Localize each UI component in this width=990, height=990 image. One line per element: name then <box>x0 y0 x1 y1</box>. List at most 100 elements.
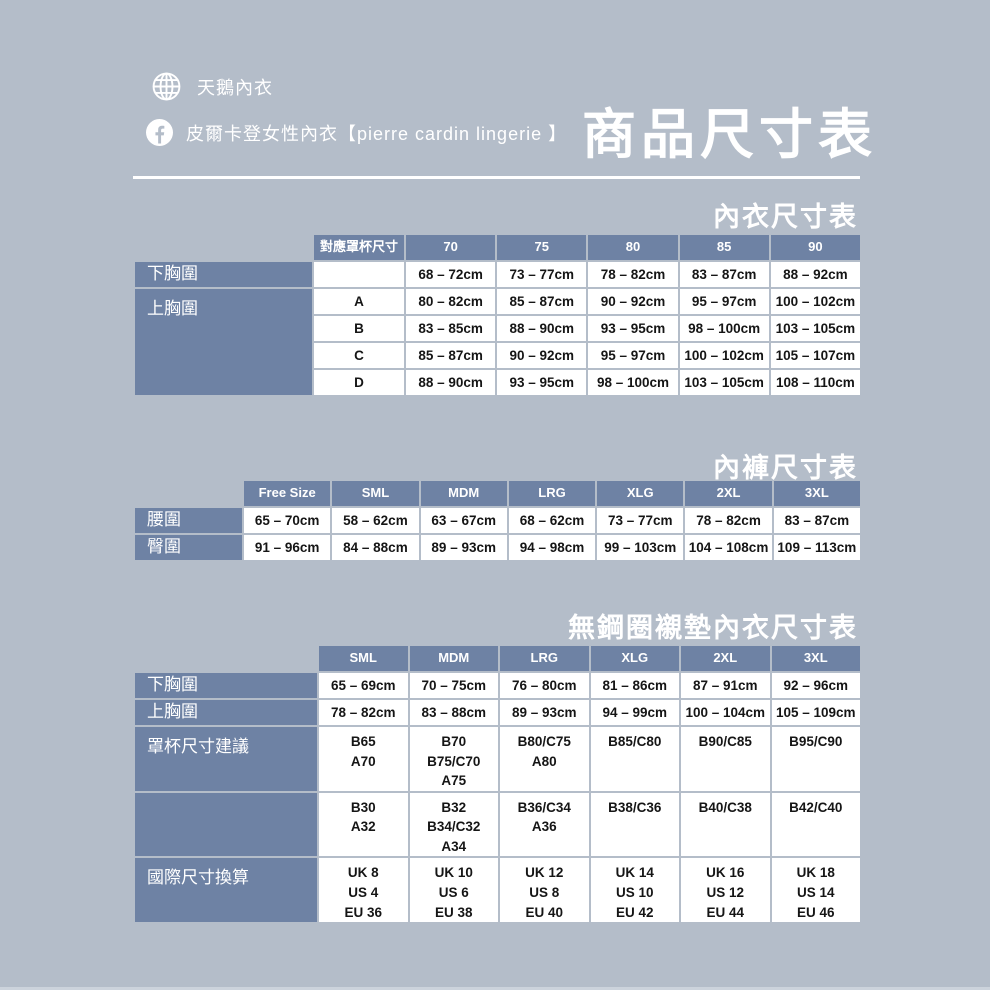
column-header: 對應罩杯尺寸 <box>314 235 404 260</box>
table-cell: 83 – 85cm <box>406 316 496 341</box>
table-cell: 98 – 100cm <box>679 316 769 341</box>
table-cell: 100 – 102cm <box>770 289 860 314</box>
table-cell: C <box>314 343 404 368</box>
table-cell: 68 – 72cm <box>406 262 496 287</box>
table-cell: 85 – 87cm <box>406 343 496 368</box>
row-label: 上胸圍 <box>135 289 312 395</box>
table-cell: 87 – 91cm <box>681 673 770 698</box>
column-header: 90 <box>770 235 860 260</box>
table-cell: B38/C36 <box>590 792 679 857</box>
column-header: 75 <box>497 235 587 260</box>
table-row: 臀圍 91 – 96cm 84 – 88cm 89 – 93cm 94 – 98cm 99… <box>135 535 860 560</box>
table-row: 上胸圍 78 – 82cm 83 – 88cm 89 – 93cm 94 – 99cm 1… <box>135 700 860 725</box>
bra-size-table: 對應罩杯尺寸 70 75 80 85 90 下胸圍 68 – 72cm 73 – 77cm 78 … <box>133 233 862 397</box>
table-cell: 103 – 105cm <box>770 316 860 341</box>
table-cell: 91 – 96cm <box>244 535 331 560</box>
table-row: 罩杯尺寸建議 B65 A70 B70 B75/C70 A75 B80/C75 A80 B… <box>135 727 860 791</box>
column-header: Free Size <box>244 481 331 506</box>
facebook-page-name: 皮爾卡登女性內衣【pierre cardin lingerie 】 <box>186 123 568 144</box>
table-cell: 58 – 62cm <box>332 508 419 533</box>
table-cell: 89 – 93cm <box>420 535 507 560</box>
brand-name: 天鵝內衣 <box>197 77 273 98</box>
section-title-wireless: 無鋼圈襯墊內衣尺寸表 <box>568 613 858 643</box>
table-cell: 65 – 69cm <box>319 673 408 698</box>
table-cell: UK 14 US 10 EU 42 <box>590 858 679 923</box>
column-header: 80 <box>588 235 678 260</box>
table-cell: B80/C75 A80 <box>500 727 589 791</box>
table-row: C 85 – 87cm 90 – 92cm 95 – 97cm 100 – 102cm 1… <box>135 343 860 368</box>
section-title-bra: 內衣尺寸表 <box>713 202 858 232</box>
column-header: LRG <box>500 646 589 671</box>
table-row: B30 A32 B32 B34/C32 A34 B36/C34 A36 B38/C36… <box>135 792 860 857</box>
table-cell: A <box>314 289 404 314</box>
column-header: SML <box>332 481 419 506</box>
table-cell: 84 – 88cm <box>332 535 419 560</box>
table-cell: 105 – 109cm <box>771 700 860 725</box>
table-cell: 83 – 87cm <box>679 262 769 287</box>
table-row: SML MDM LRG XLG 2XL 3XL <box>135 646 860 671</box>
row-label: 國際尺寸換算 <box>135 858 317 923</box>
table-cell: B32 B34/C32 A34 <box>409 792 498 857</box>
wireless-bra-size-table: SML MDM LRG XLG 2XL 3XL 下胸圍 65 – 69cm 70 – 75cm 7… <box>133 644 862 924</box>
table-cell: 89 – 93cm <box>500 700 589 725</box>
column-header: 3XL <box>771 646 860 671</box>
row-label: 上胸圍 <box>135 700 317 725</box>
column-header: 70 <box>406 235 496 260</box>
table-row: 上胸圍 A 80 – 82cm 85 – 87cm 90 – 92cm 95 – 97cm… <box>135 289 860 395</box>
column-header: 2XL <box>681 646 770 671</box>
table-cell: 103 – 105cm <box>679 370 769 395</box>
table-cell: 65 – 70cm <box>244 508 331 533</box>
row-label: 下胸圍 <box>135 673 317 698</box>
table-row: 腰圍 65 – 70cm 58 – 62cm 63 – 67cm 68 – 62cm 73… <box>135 508 860 533</box>
table-cell: B85/C80 <box>590 727 679 791</box>
table-cell: 83 – 88cm <box>409 700 498 725</box>
table-cell: 93 – 95cm <box>497 370 587 395</box>
column-header: XLG <box>597 481 684 506</box>
row-label: 下胸圍 <box>135 262 312 287</box>
table-cell: 100 – 104cm <box>681 700 770 725</box>
table-cell: 99 – 103cm <box>597 535 684 560</box>
table-cell: 78 – 82cm <box>319 700 408 725</box>
table-cell: 93 – 95cm <box>588 316 678 341</box>
table-row: 對應罩杯尺寸 70 75 80 85 90 <box>135 235 860 260</box>
table-cell: 90 – 92cm <box>497 343 587 368</box>
table-cell: 94 – 98cm <box>508 535 596 560</box>
table-cell: 94 – 99cm <box>590 700 679 725</box>
row-label <box>135 792 317 857</box>
table-cell: 100 – 102cm <box>679 343 769 368</box>
table-row: 下胸圍 68 – 72cm 73 – 77cm 78 – 82cm 83 – 87cm 8… <box>135 262 860 287</box>
facebook-icon[interactable] <box>146 119 173 146</box>
table-cell: B95/C90 <box>771 727 860 791</box>
header-divider <box>133 176 860 179</box>
table-cell: 70 – 75cm <box>409 673 498 698</box>
corner-cell <box>135 646 317 671</box>
column-header: 85 <box>679 235 769 260</box>
table-cell: 104 – 108cm <box>685 535 772 560</box>
column-header: LRG <box>508 481 596 506</box>
brand-row: 天鵝內衣 <box>151 71 273 102</box>
table-cell: 88 – 90cm <box>406 370 496 395</box>
table-cell: 95 – 97cm <box>588 343 678 368</box>
table-cell: UK 8 US 4 EU 36 <box>319 858 408 923</box>
column-header: MDM <box>420 481 507 506</box>
table-cell: UK 10 US 6 EU 38 <box>409 858 498 923</box>
facebook-row[interactable]: 皮爾卡登女性內衣【pierre cardin lingerie 】 <box>146 119 567 146</box>
column-header: XLG <box>590 646 679 671</box>
table-cell: 95 – 97cm <box>679 289 769 314</box>
table-cell: 88 – 92cm <box>770 262 860 287</box>
globe-icon <box>151 71 182 102</box>
table-cell: B36/C34 A36 <box>500 792 589 857</box>
column-header: MDM <box>409 646 498 671</box>
table-cell: B30 A32 <box>319 792 408 857</box>
corner-cell <box>135 235 312 260</box>
table-cell: 108 – 110cm <box>770 370 860 395</box>
row-label: 腰圍 <box>135 508 242 533</box>
table-cell: UK 12 US 8 EU 40 <box>500 858 589 923</box>
table-row: D 88 – 90cm 93 – 95cm 98 – 100cm 103 – 105cm… <box>135 370 860 395</box>
table-cell: B <box>314 316 404 341</box>
table-cell: UK 16 US 12 EU 44 <box>681 858 770 923</box>
table-cell <box>314 262 404 287</box>
table-cell: 80 – 82cm <box>406 289 496 314</box>
panty-size-table: Free Size SML MDM LRG XLG 2XL 3XL 腰圍 65 – 70cm 58… <box>133 479 862 562</box>
